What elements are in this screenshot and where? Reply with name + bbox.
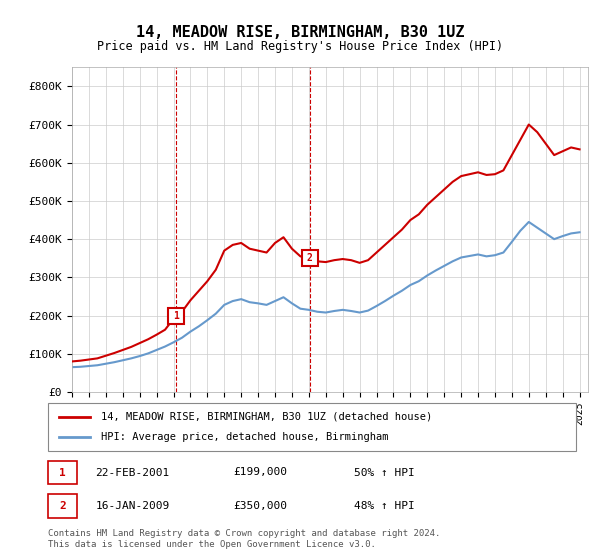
Text: Price paid vs. HM Land Registry's House Price Index (HPI): Price paid vs. HM Land Registry's House … xyxy=(97,40,503,53)
Text: 1: 1 xyxy=(173,311,179,321)
FancyBboxPatch shape xyxy=(48,403,576,451)
Text: 2: 2 xyxy=(307,253,313,263)
Text: HPI: Average price, detached house, Birmingham: HPI: Average price, detached house, Birm… xyxy=(101,432,388,442)
FancyBboxPatch shape xyxy=(48,494,77,517)
Text: 16-JAN-2009: 16-JAN-2009 xyxy=(95,501,170,511)
Text: 1: 1 xyxy=(59,468,65,478)
Text: 2: 2 xyxy=(59,501,65,511)
Text: 22-FEB-2001: 22-FEB-2001 xyxy=(95,468,170,478)
Text: 14, MEADOW RISE, BIRMINGHAM, B30 1UZ: 14, MEADOW RISE, BIRMINGHAM, B30 1UZ xyxy=(136,25,464,40)
Text: £199,000: £199,000 xyxy=(233,468,287,478)
Text: 48% ↑ HPI: 48% ↑ HPI xyxy=(354,501,415,511)
FancyBboxPatch shape xyxy=(48,461,77,484)
Text: £350,000: £350,000 xyxy=(233,501,287,511)
Text: Contains HM Land Registry data © Crown copyright and database right 2024.
This d: Contains HM Land Registry data © Crown c… xyxy=(48,529,440,549)
Text: 14, MEADOW RISE, BIRMINGHAM, B30 1UZ (detached house): 14, MEADOW RISE, BIRMINGHAM, B30 1UZ (de… xyxy=(101,412,432,422)
Text: 50% ↑ HPI: 50% ↑ HPI xyxy=(354,468,415,478)
